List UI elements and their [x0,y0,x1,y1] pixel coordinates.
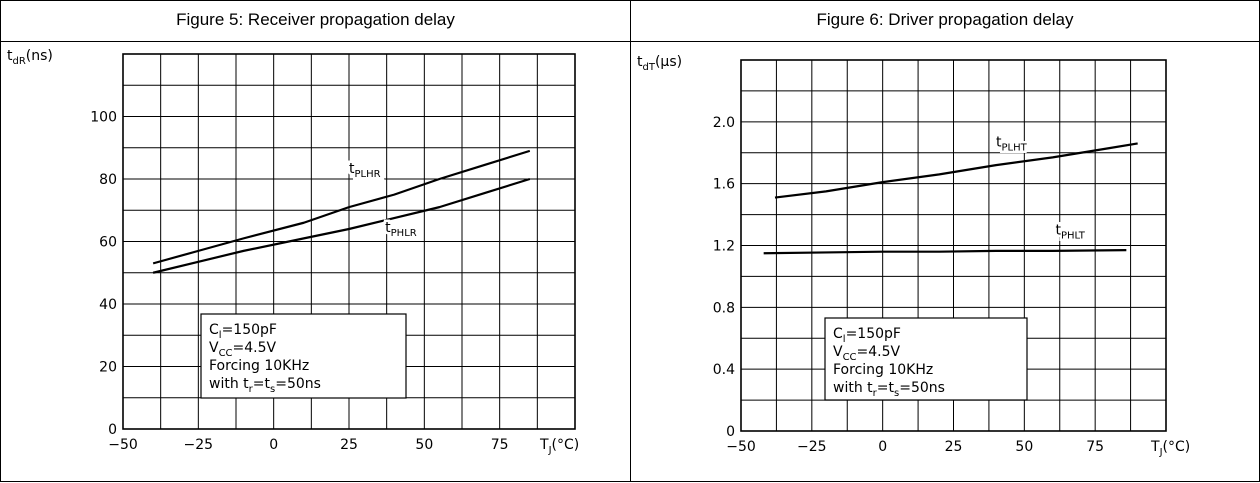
annotation-line: Forcing 10KHz [833,362,933,378]
y-tick-label: 100 [90,110,117,126]
series-label-plht: tPLHT [996,135,1028,154]
x-tick-label: 0 [878,439,887,455]
y-tick-label: 0.4 [713,362,735,378]
x-tick-label: 25 [945,439,963,455]
x-tick-label: 0 [269,437,278,453]
y-tick-label: 1.6 [713,177,735,193]
annotation-line: with tr=ts=50ns [833,380,945,399]
series-label-plht: tPLHT [996,135,1028,154]
series-line-plhr [152,149,531,265]
y-axis-label: tdR(ns) [7,48,53,67]
y-tick-label: 2.0 [713,115,735,131]
y-tick-label: 0 [726,424,735,440]
y-tick-label: 60 [99,235,117,251]
series-label-plhr: tPLHR [349,161,381,180]
plot-frame [122,53,576,430]
series-line-phlr [152,177,531,274]
chart-panel-figure-6: Figure 6: Driver propagation delay −50 −2… [630,0,1260,482]
annotation-line: Cl=150pF [209,322,277,341]
annotation-line: VCC=4.5V [209,340,277,359]
annotation-box [200,313,407,399]
x-tick-label: 50 [1015,439,1033,455]
x-tick-label: 75 [1086,439,1104,455]
y-tick-label: 0 [108,422,117,438]
x-axis-label: TJ(°C) [539,437,579,456]
series-label-phlt: tPHLT [1056,223,1086,242]
annotation-line: Cl=150pF [833,326,901,345]
x-tick-label: −25 [184,437,214,453]
series-label-phlr: tPHLR [385,220,417,239]
annotation-box [824,317,1028,401]
x-tick-label: 50 [415,437,433,453]
annotation-line: VCC=4.5V [833,344,901,363]
y-tick-label: 40 [99,297,117,313]
plot-frame [740,59,1167,432]
series-line-phlt [763,249,1127,255]
chart-title: Figure 5: Receiver propagation delay [1,1,630,42]
x-tick-label: 25 [340,437,358,453]
x-tick-label: −25 [797,439,827,455]
y-tick-label: 0.8 [713,300,735,316]
chart-figure-6: −50 −25 0 25 50 75 0 0.4 0.8 1.2 1.6 2.0 tdT(µs) TJ(°… [637,54,1190,458]
y-tick-label: 1.2 [713,239,735,255]
x-axis-label: TJ(°C) [1150,439,1190,458]
y-axis-label: tdT(µs) [637,54,682,73]
series-line-plht [774,142,1138,199]
annotation-line: Forcing 10KHz [209,358,309,374]
annotation-line: with tr=ts=50ns [209,376,321,395]
x-tick-label: −50 [726,439,756,455]
y-tick-label: 20 [99,360,117,376]
chart-figure-5: −50 −25 0 25 50 75 0 20 40 60 80 100 tdR(ns) TJ(°C) tP… [7,48,579,456]
x-tick-label: 75 [491,437,509,453]
series-label-phlt: tPHLT [1056,223,1086,242]
chart-panel-figure-5: Figure 5: Receiver propagation delay −50… [0,0,631,482]
chart-title: Figure 6: Driver propagation delay [631,1,1259,42]
series-label-phlr: tPHLR [385,220,417,239]
y-tick-label: 80 [99,172,117,188]
series-label-plhr: tPLHR [349,161,381,180]
x-tick-label: −50 [108,437,138,453]
